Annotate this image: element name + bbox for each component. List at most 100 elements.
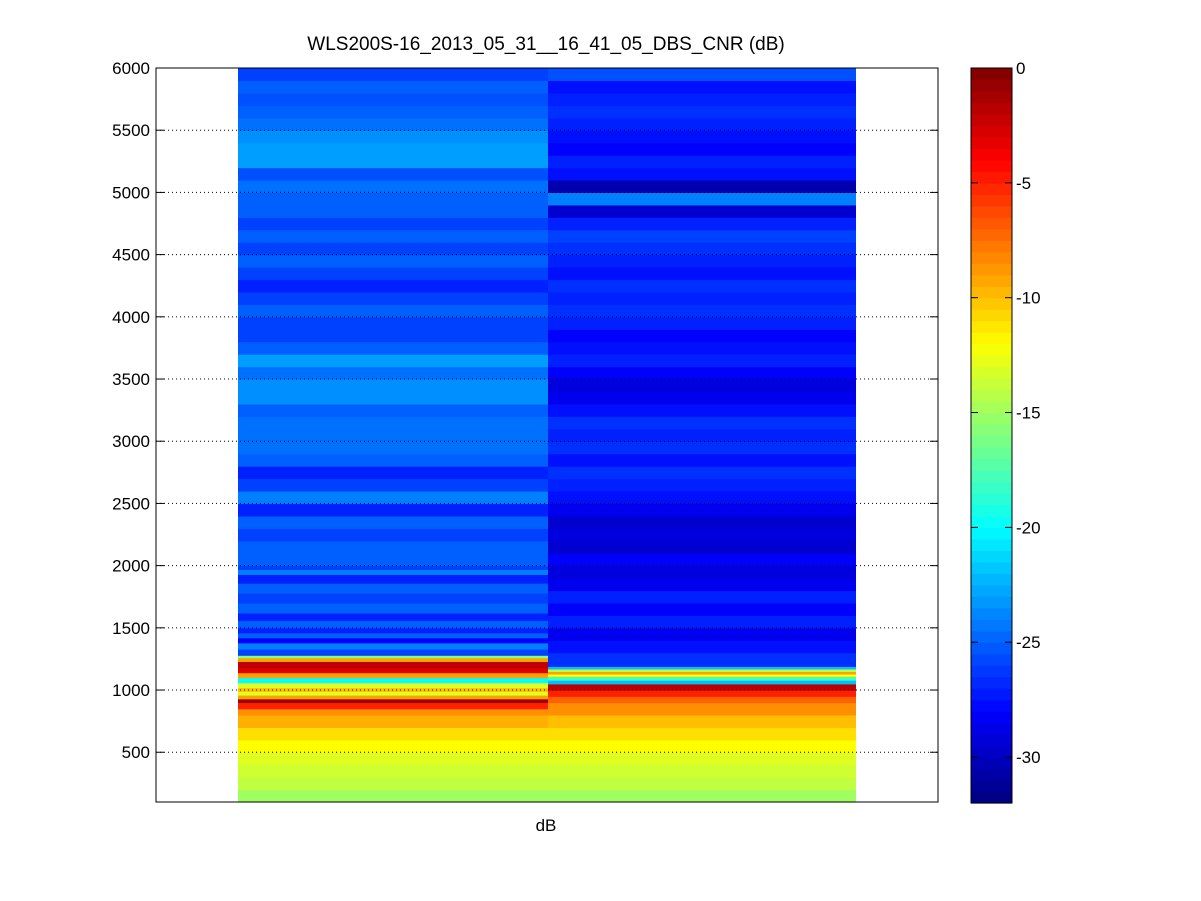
colorbar-segment bbox=[971, 424, 1012, 437]
heatmap-cell bbox=[548, 80, 856, 94]
heatmap-cell bbox=[238, 565, 548, 570]
heatmap-cell bbox=[238, 466, 548, 480]
heatmap-cell bbox=[238, 574, 548, 584]
colorbar-segment bbox=[971, 240, 1012, 253]
colorbar-segment bbox=[971, 561, 1012, 574]
heatmap-cell bbox=[238, 727, 548, 741]
heatmap-cell bbox=[548, 714, 856, 728]
heatmap-cell bbox=[238, 416, 548, 455]
colorbar-segment bbox=[971, 228, 1012, 241]
heatmap-cell bbox=[238, 637, 548, 644]
heatmap-cell bbox=[548, 379, 856, 393]
heatmap-cell bbox=[238, 267, 548, 281]
heatmap-cell bbox=[238, 192, 548, 218]
heatmap-cell bbox=[238, 366, 548, 380]
colorbar-segment bbox=[971, 102, 1012, 115]
colorbar-segment bbox=[971, 722, 1012, 735]
heatmap-cell bbox=[238, 80, 548, 94]
colorbar-segment bbox=[971, 757, 1012, 770]
heatmap-cell bbox=[548, 155, 856, 169]
heatmap-cell bbox=[238, 92, 548, 106]
colorbar-segment bbox=[971, 469, 1012, 483]
colorbar-segment bbox=[971, 171, 1012, 184]
heatmap-cell bbox=[238, 105, 548, 119]
heatmap-cell bbox=[238, 648, 548, 656]
colorbar-segment bbox=[971, 194, 1012, 207]
heatmap-cell bbox=[548, 739, 856, 753]
colorbar-segment bbox=[971, 286, 1012, 299]
colorbar-segment bbox=[971, 642, 1012, 655]
heatmap-cell bbox=[548, 615, 856, 629]
plot-frame bbox=[155, 67, 939, 803]
colorbar-segment bbox=[971, 68, 1012, 81]
heatmap-cell bbox=[238, 341, 548, 355]
heatmap-cell bbox=[238, 254, 548, 268]
heatmap-cell bbox=[238, 569, 548, 575]
heatmap-cell bbox=[548, 490, 856, 505]
colorbar-segment bbox=[971, 435, 1012, 448]
heatmap-cell bbox=[238, 142, 548, 169]
colorbar-segment bbox=[971, 699, 1012, 712]
colorbar-segment bbox=[971, 481, 1012, 494]
heatmap-cell bbox=[238, 242, 548, 256]
heatmap-cell bbox=[238, 602, 548, 614]
heatmap-cell bbox=[548, 267, 856, 281]
colorbar-segment bbox=[971, 665, 1012, 678]
heatmap-cell bbox=[548, 478, 856, 492]
heatmap-cell bbox=[548, 167, 856, 181]
heatmap-cell bbox=[548, 329, 856, 343]
heatmap-cell bbox=[548, 565, 856, 579]
heatmap-cell bbox=[548, 117, 856, 131]
heatmap-cell bbox=[238, 682, 548, 689]
colorbar-segment bbox=[971, 676, 1012, 689]
heatmap-cell bbox=[548, 92, 856, 106]
heatmap-cell bbox=[548, 789, 856, 803]
colorbar-segment bbox=[971, 768, 1012, 781]
heatmap-cell bbox=[548, 142, 856, 156]
colorbar-segment bbox=[971, 688, 1012, 701]
heatmap-cell bbox=[548, 752, 856, 766]
colorbar-segment bbox=[971, 596, 1012, 609]
heatmap-cell bbox=[548, 666, 856, 670]
heatmap-cell bbox=[548, 453, 856, 467]
colorbar-segment bbox=[971, 263, 1012, 276]
colorbar-segment bbox=[971, 251, 1012, 264]
colorbar-segment bbox=[971, 791, 1012, 804]
heatmap-cell bbox=[238, 708, 548, 716]
colorbar-tick-label: 0 bbox=[1016, 59, 1025, 78]
colorbar-segment bbox=[971, 125, 1012, 138]
heatmap-cell bbox=[238, 764, 548, 778]
heatmap-cell bbox=[238, 672, 548, 679]
colorbar-segment bbox=[971, 79, 1012, 92]
heatmap-cell bbox=[238, 667, 548, 674]
plot-area: 500 1000 1500 2000 2500 3000 3500 4000 4500 5000 5… bbox=[112, 59, 939, 803]
heatmap-cell bbox=[548, 696, 856, 704]
heatmap-cell bbox=[548, 68, 856, 82]
heatmap-cell bbox=[548, 229, 856, 243]
heatmap-cell bbox=[548, 279, 856, 293]
heatmap-cell bbox=[548, 217, 856, 231]
heatmap-cell bbox=[548, 503, 856, 517]
colorbar-segment bbox=[971, 653, 1012, 666]
heatmap-cell bbox=[548, 304, 856, 318]
heatmap-cell bbox=[548, 291, 856, 305]
colorbar-segment bbox=[971, 619, 1012, 632]
colorbar-segment bbox=[971, 538, 1012, 551]
colorbar-segment bbox=[971, 584, 1012, 597]
colorbar-segment bbox=[971, 332, 1012, 345]
heatmap-cell bbox=[238, 354, 548, 368]
heatmap-cell bbox=[548, 627, 856, 641]
colorbar-segment bbox=[971, 389, 1012, 402]
heatmap-cell bbox=[548, 466, 856, 480]
colorbar-segment bbox=[971, 205, 1012, 218]
colorbar-segment bbox=[971, 780, 1012, 793]
heatmap-cell bbox=[238, 130, 548, 144]
heatmap-cell bbox=[238, 540, 548, 567]
heatmap-cell bbox=[238, 304, 548, 318]
colorbar-segment bbox=[971, 550, 1012, 563]
heatmap-cell bbox=[548, 680, 856, 685]
heatmap-cell bbox=[548, 428, 856, 442]
colorbar-segment bbox=[971, 734, 1012, 747]
y-tick-label: 2500 bbox=[112, 494, 150, 513]
y-tick-label: 1500 bbox=[112, 619, 150, 638]
